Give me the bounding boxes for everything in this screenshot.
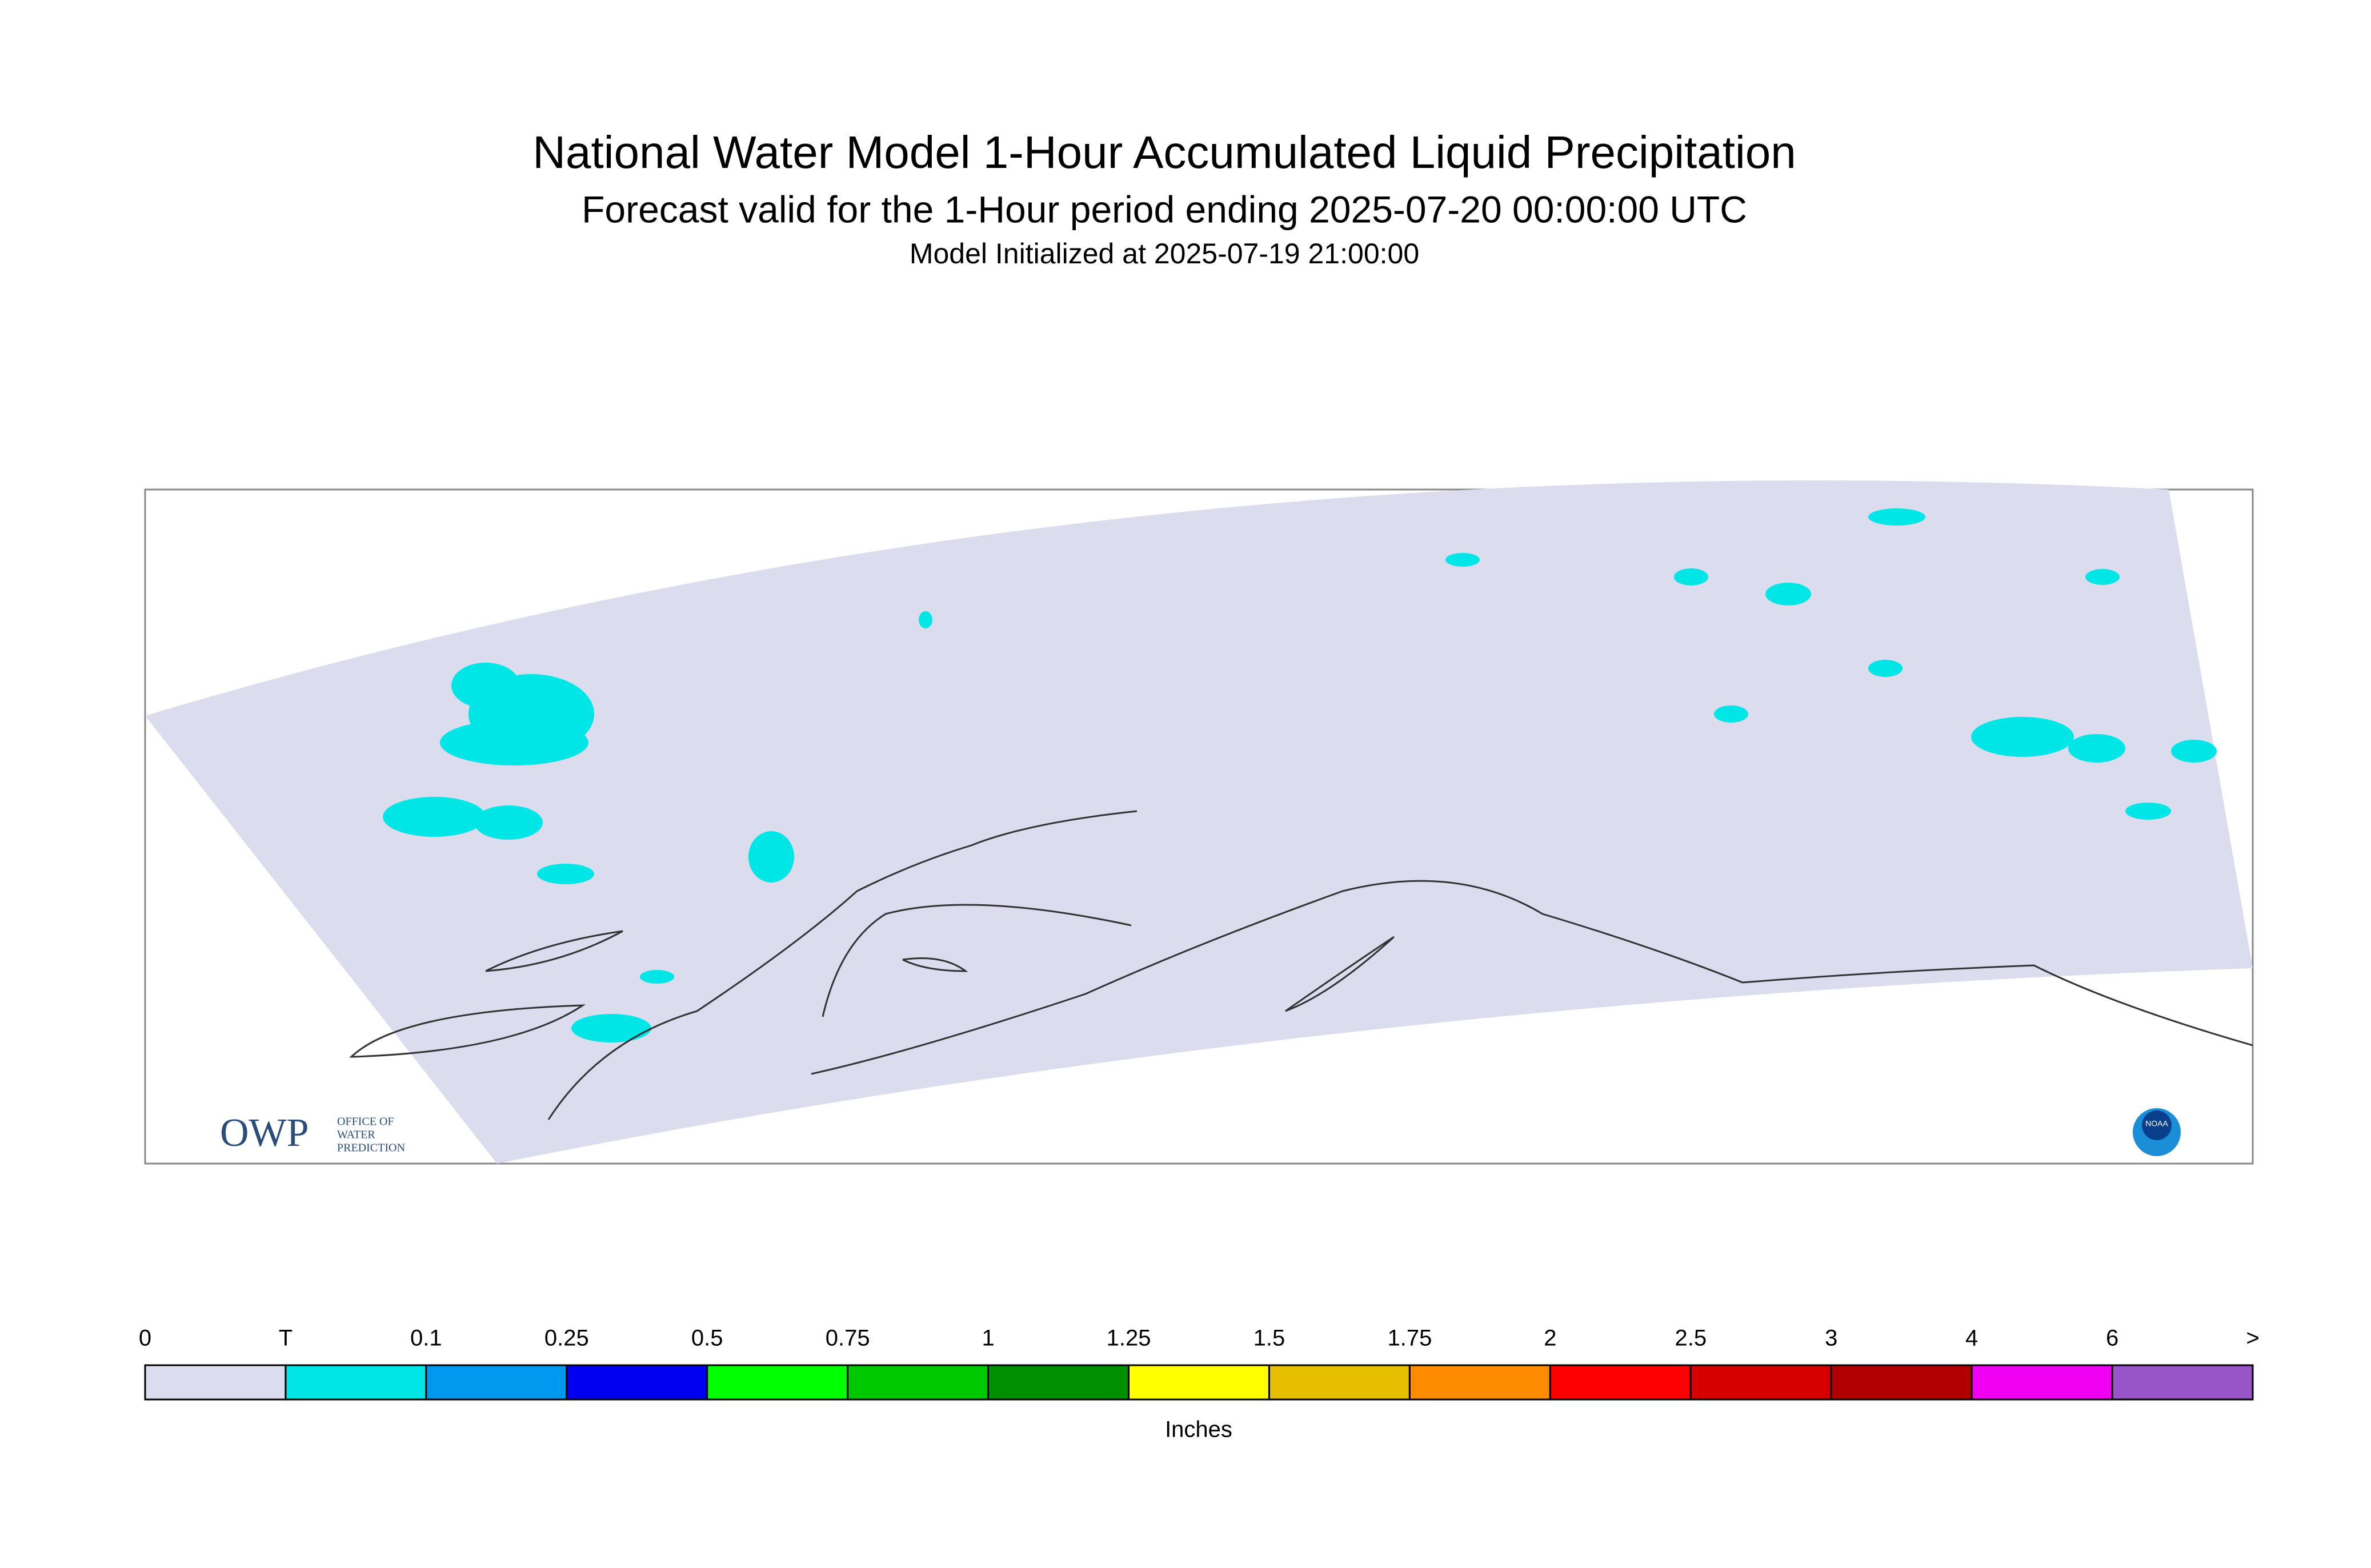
colorbar-bin bbox=[2111, 1364, 2254, 1401]
colorbar-bin bbox=[144, 1364, 287, 1401]
owp-text: PREDICTION bbox=[337, 1142, 405, 1154]
colorbar-label: 4 bbox=[1965, 1326, 1978, 1351]
owp-text: WATER bbox=[337, 1129, 375, 1141]
init-time: Model Initialized at 2025-07-19 21:00:00 bbox=[910, 238, 1419, 270]
colorbar-label: 6 bbox=[2106, 1326, 2118, 1351]
owp-mark: OWP bbox=[220, 1111, 309, 1155]
colorbar-bin bbox=[285, 1364, 427, 1401]
colorbar-bin bbox=[1830, 1364, 1973, 1401]
subtitle: Forecast valid for the 1-Hour period end… bbox=[582, 188, 1747, 230]
colorbar-label: 0.25 bbox=[544, 1326, 589, 1351]
colorbar-label: 0.5 bbox=[691, 1326, 723, 1351]
noaa-logo: NOAA bbox=[2133, 1108, 2181, 1156]
colorbar-label: 1.75 bbox=[1387, 1326, 1432, 1351]
colorbar-label: 1.25 bbox=[1107, 1326, 1151, 1351]
precip-areas bbox=[383, 508, 2217, 1042]
colorbar-unit: Inches bbox=[1165, 1417, 1232, 1442]
colorbar-label: 2 bbox=[1544, 1326, 1556, 1351]
colorbar-label: 3 bbox=[1825, 1326, 1837, 1351]
colorbar-label: 0 bbox=[139, 1326, 151, 1351]
colorbar-bin bbox=[566, 1364, 708, 1401]
noaa-text: NOAA bbox=[2145, 1119, 2168, 1128]
owp-logo: OWP OFFICE OF WATER PREDICTION bbox=[220, 1111, 405, 1155]
model-domain bbox=[145, 480, 2253, 1164]
coastlines bbox=[349, 810, 2253, 1120]
colorbar-bin bbox=[706, 1364, 849, 1401]
colorbar-label: 0.75 bbox=[826, 1326, 870, 1351]
colorbar-bin bbox=[1549, 1364, 1692, 1401]
colorbar-bin bbox=[1268, 1364, 1411, 1401]
colorbar-label: > bbox=[2246, 1326, 2259, 1351]
map: OWP OFFICE OF WATER PREDICTION NOAA bbox=[144, 480, 2254, 1165]
colorbar-bin bbox=[1971, 1364, 2113, 1401]
colorbar-label: T bbox=[279, 1326, 293, 1351]
colorbar-bin bbox=[1128, 1364, 1270, 1401]
colorbar-label: 0.1 bbox=[410, 1326, 442, 1351]
colorbar-bin bbox=[1408, 1364, 1551, 1401]
noaa-inner bbox=[2142, 1110, 2172, 1140]
colorbar-bin bbox=[425, 1364, 568, 1401]
colorbar-label: 2.5 bbox=[1675, 1326, 1707, 1351]
colorbar: 0 T 0.1 0.25 0.5 0.75 1 1.25 1.5 1.75 2 2.5 3 4 6 > bbox=[139, 1326, 2260, 1401]
title: National Water Model 1-Hour Accumulated … bbox=[532, 127, 1796, 178]
owp-text: OFFICE OF bbox=[337, 1116, 394, 1128]
colorbar-bin bbox=[1689, 1364, 1832, 1401]
colorbar-label: 1 bbox=[982, 1326, 994, 1351]
colorbar-bin bbox=[847, 1364, 990, 1401]
colorbar-label: 1.5 bbox=[1253, 1326, 1285, 1351]
colorbar-bin bbox=[987, 1364, 1130, 1401]
